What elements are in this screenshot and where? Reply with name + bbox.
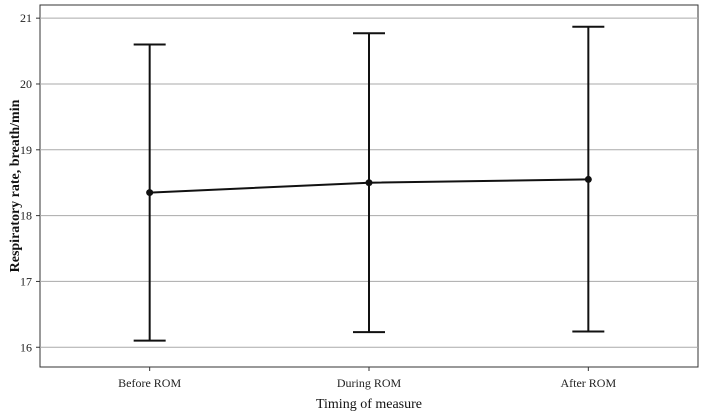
y-tick-labels: 16 17 18 19 20 21 bbox=[20, 11, 40, 354]
data-point bbox=[584, 175, 592, 183]
x-tick-label: Before ROM bbox=[118, 376, 181, 390]
y-tick-label: 17 bbox=[20, 274, 32, 288]
y-tick-label: 19 bbox=[20, 143, 32, 157]
y-tick-label: 20 bbox=[20, 77, 32, 91]
y-tick-label: 21 bbox=[20, 11, 32, 25]
x-tick-label: During ROM bbox=[337, 376, 402, 390]
x-axis-label: Timing of measure bbox=[316, 397, 422, 412]
x-tick-label: After ROM bbox=[560, 376, 616, 390]
data-points bbox=[146, 175, 592, 197]
x-tick-labels: Before ROM During ROM After ROM bbox=[118, 367, 616, 390]
y-axis-label: Respiratory rate, breath/min bbox=[8, 99, 23, 272]
y-tick-label: 18 bbox=[20, 209, 32, 223]
y-tick-label: 16 bbox=[20, 340, 32, 354]
data-point bbox=[365, 179, 373, 187]
data-point bbox=[146, 189, 154, 197]
